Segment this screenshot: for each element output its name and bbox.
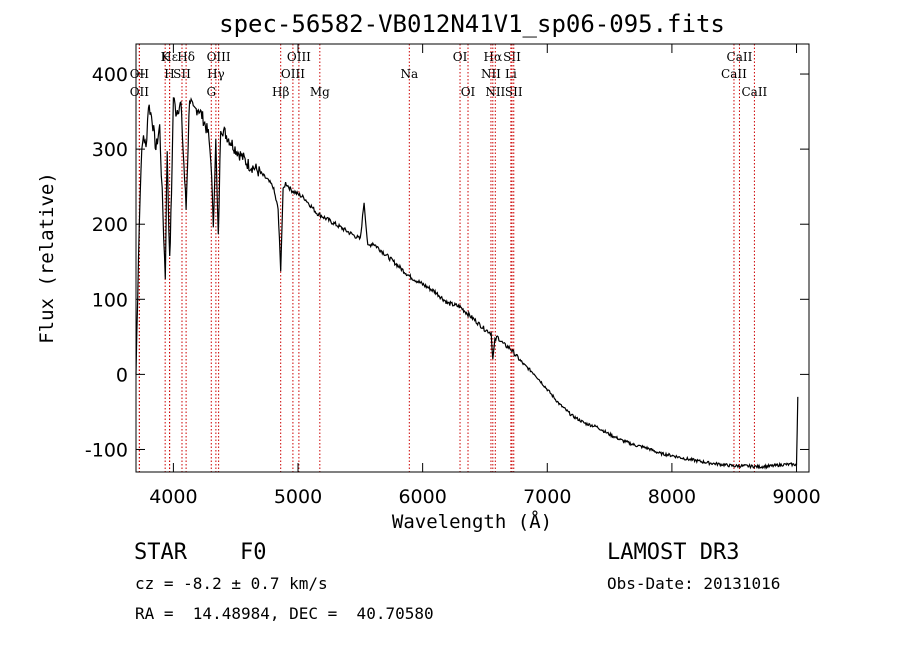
redshift-cz: cz = -8.2 ± 0.7 km/s <box>135 574 328 593</box>
line-label: NII <box>485 85 505 99</box>
line-label: G <box>206 85 216 99</box>
chart-title: spec-56582-VB012N41V1_sp06-095.fits <box>219 10 725 38</box>
line-label: H <box>164 67 174 81</box>
line-label: K <box>161 50 171 64</box>
x-axis-label: Wavelength (Å) <box>392 510 552 533</box>
plot-frame <box>135 43 810 473</box>
line-label: NII <box>481 67 501 81</box>
x-tick-label: 8000 <box>648 486 696 508</box>
line-label: Hα <box>484 50 503 64</box>
x-tick-label: 4000 <box>149 486 197 508</box>
line-label: Mg <box>310 85 330 99</box>
coordinates: RA = 14.48984, DEC = 40.70580 <box>135 604 434 623</box>
y-tick-label: 400 <box>92 64 128 86</box>
line-label: Hδ <box>177 50 195 64</box>
y-tick-label: 100 <box>92 289 128 311</box>
line-label: OIII <box>207 50 231 64</box>
object-type: STAR F0 <box>134 540 267 565</box>
line-label: Hβ <box>272 85 289 99</box>
line-markers: HεKHδOIIIOIIIOIHαSIICaIIOIIHSIIHγOIIINaN… <box>130 44 768 472</box>
line-label: CaII <box>741 85 767 99</box>
line-label: Na <box>400 67 418 81</box>
line-label: OIII <box>281 67 305 81</box>
line-label: Hε <box>161 50 178 64</box>
line-label: CaII <box>727 50 753 64</box>
y-tick-label: 300 <box>92 139 128 161</box>
line-label: SII <box>173 67 191 81</box>
y-axis: -100 0 100 200 300 400 <box>85 64 809 461</box>
x-tick-label: 7000 <box>523 486 571 508</box>
line-label: SII <box>503 50 521 64</box>
obs-date: Obs-Date: 20131016 <box>607 574 781 593</box>
x-axis: 4000 5000 6000 7000 8000 9000 <box>149 44 821 508</box>
line-label: Li <box>505 67 517 81</box>
y-tick-label: 200 <box>92 214 128 236</box>
spectrum-line <box>135 96 799 470</box>
y-axis-label: Flux (relative) <box>36 172 58 344</box>
line-label: OII <box>130 85 150 99</box>
x-tick-label: 9000 <box>772 486 820 508</box>
line-label: OI <box>453 50 468 64</box>
x-tick-label: 5000 <box>274 486 322 508</box>
survey-name: LAMOST DR3 <box>607 540 740 565</box>
line-label: Hγ <box>207 67 225 81</box>
line-label: CaII <box>721 67 747 81</box>
y-tick-label: -100 <box>85 439 128 461</box>
x-tick-label: 6000 <box>398 486 446 508</box>
line-label: OIII <box>287 50 311 64</box>
line-label: OI <box>461 85 476 99</box>
y-tick-label: 0 <box>116 364 128 386</box>
line-label: SII <box>505 85 523 99</box>
